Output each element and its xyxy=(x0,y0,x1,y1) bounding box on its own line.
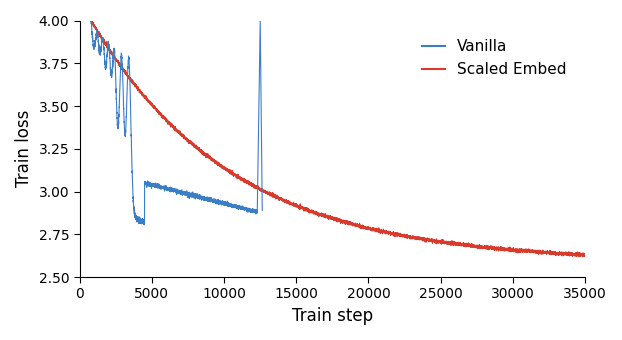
Scaled Embed xyxy=(578,255,586,259)
Scaled Embed xyxy=(92,26,100,30)
Scaled Embed xyxy=(88,18,95,22)
Scaled Embed xyxy=(149,104,156,108)
Vanilla xyxy=(88,19,95,23)
X-axis label: Train step: Train step xyxy=(292,307,373,325)
Scaled Embed xyxy=(433,241,440,245)
Vanilla xyxy=(202,197,210,201)
Line: Scaled Embed: Scaled Embed xyxy=(91,20,585,257)
Vanilla xyxy=(88,18,95,22)
Vanilla xyxy=(221,203,229,207)
Scaled Embed xyxy=(179,134,187,138)
Y-axis label: Train loss: Train loss xyxy=(15,110,33,187)
Vanilla xyxy=(259,208,266,212)
Vanilla xyxy=(92,38,100,42)
Scaled Embed xyxy=(134,85,142,89)
Vanilla xyxy=(161,186,169,190)
Line: Vanilla: Vanilla xyxy=(91,20,262,225)
Legend: Vanilla, Scaled Embed: Vanilla, Scaled Embed xyxy=(415,33,572,83)
Scaled Embed xyxy=(156,112,164,116)
Vanilla xyxy=(90,42,97,46)
Vanilla xyxy=(141,223,148,227)
Vanilla xyxy=(131,209,138,214)
Scaled Embed xyxy=(582,253,589,257)
